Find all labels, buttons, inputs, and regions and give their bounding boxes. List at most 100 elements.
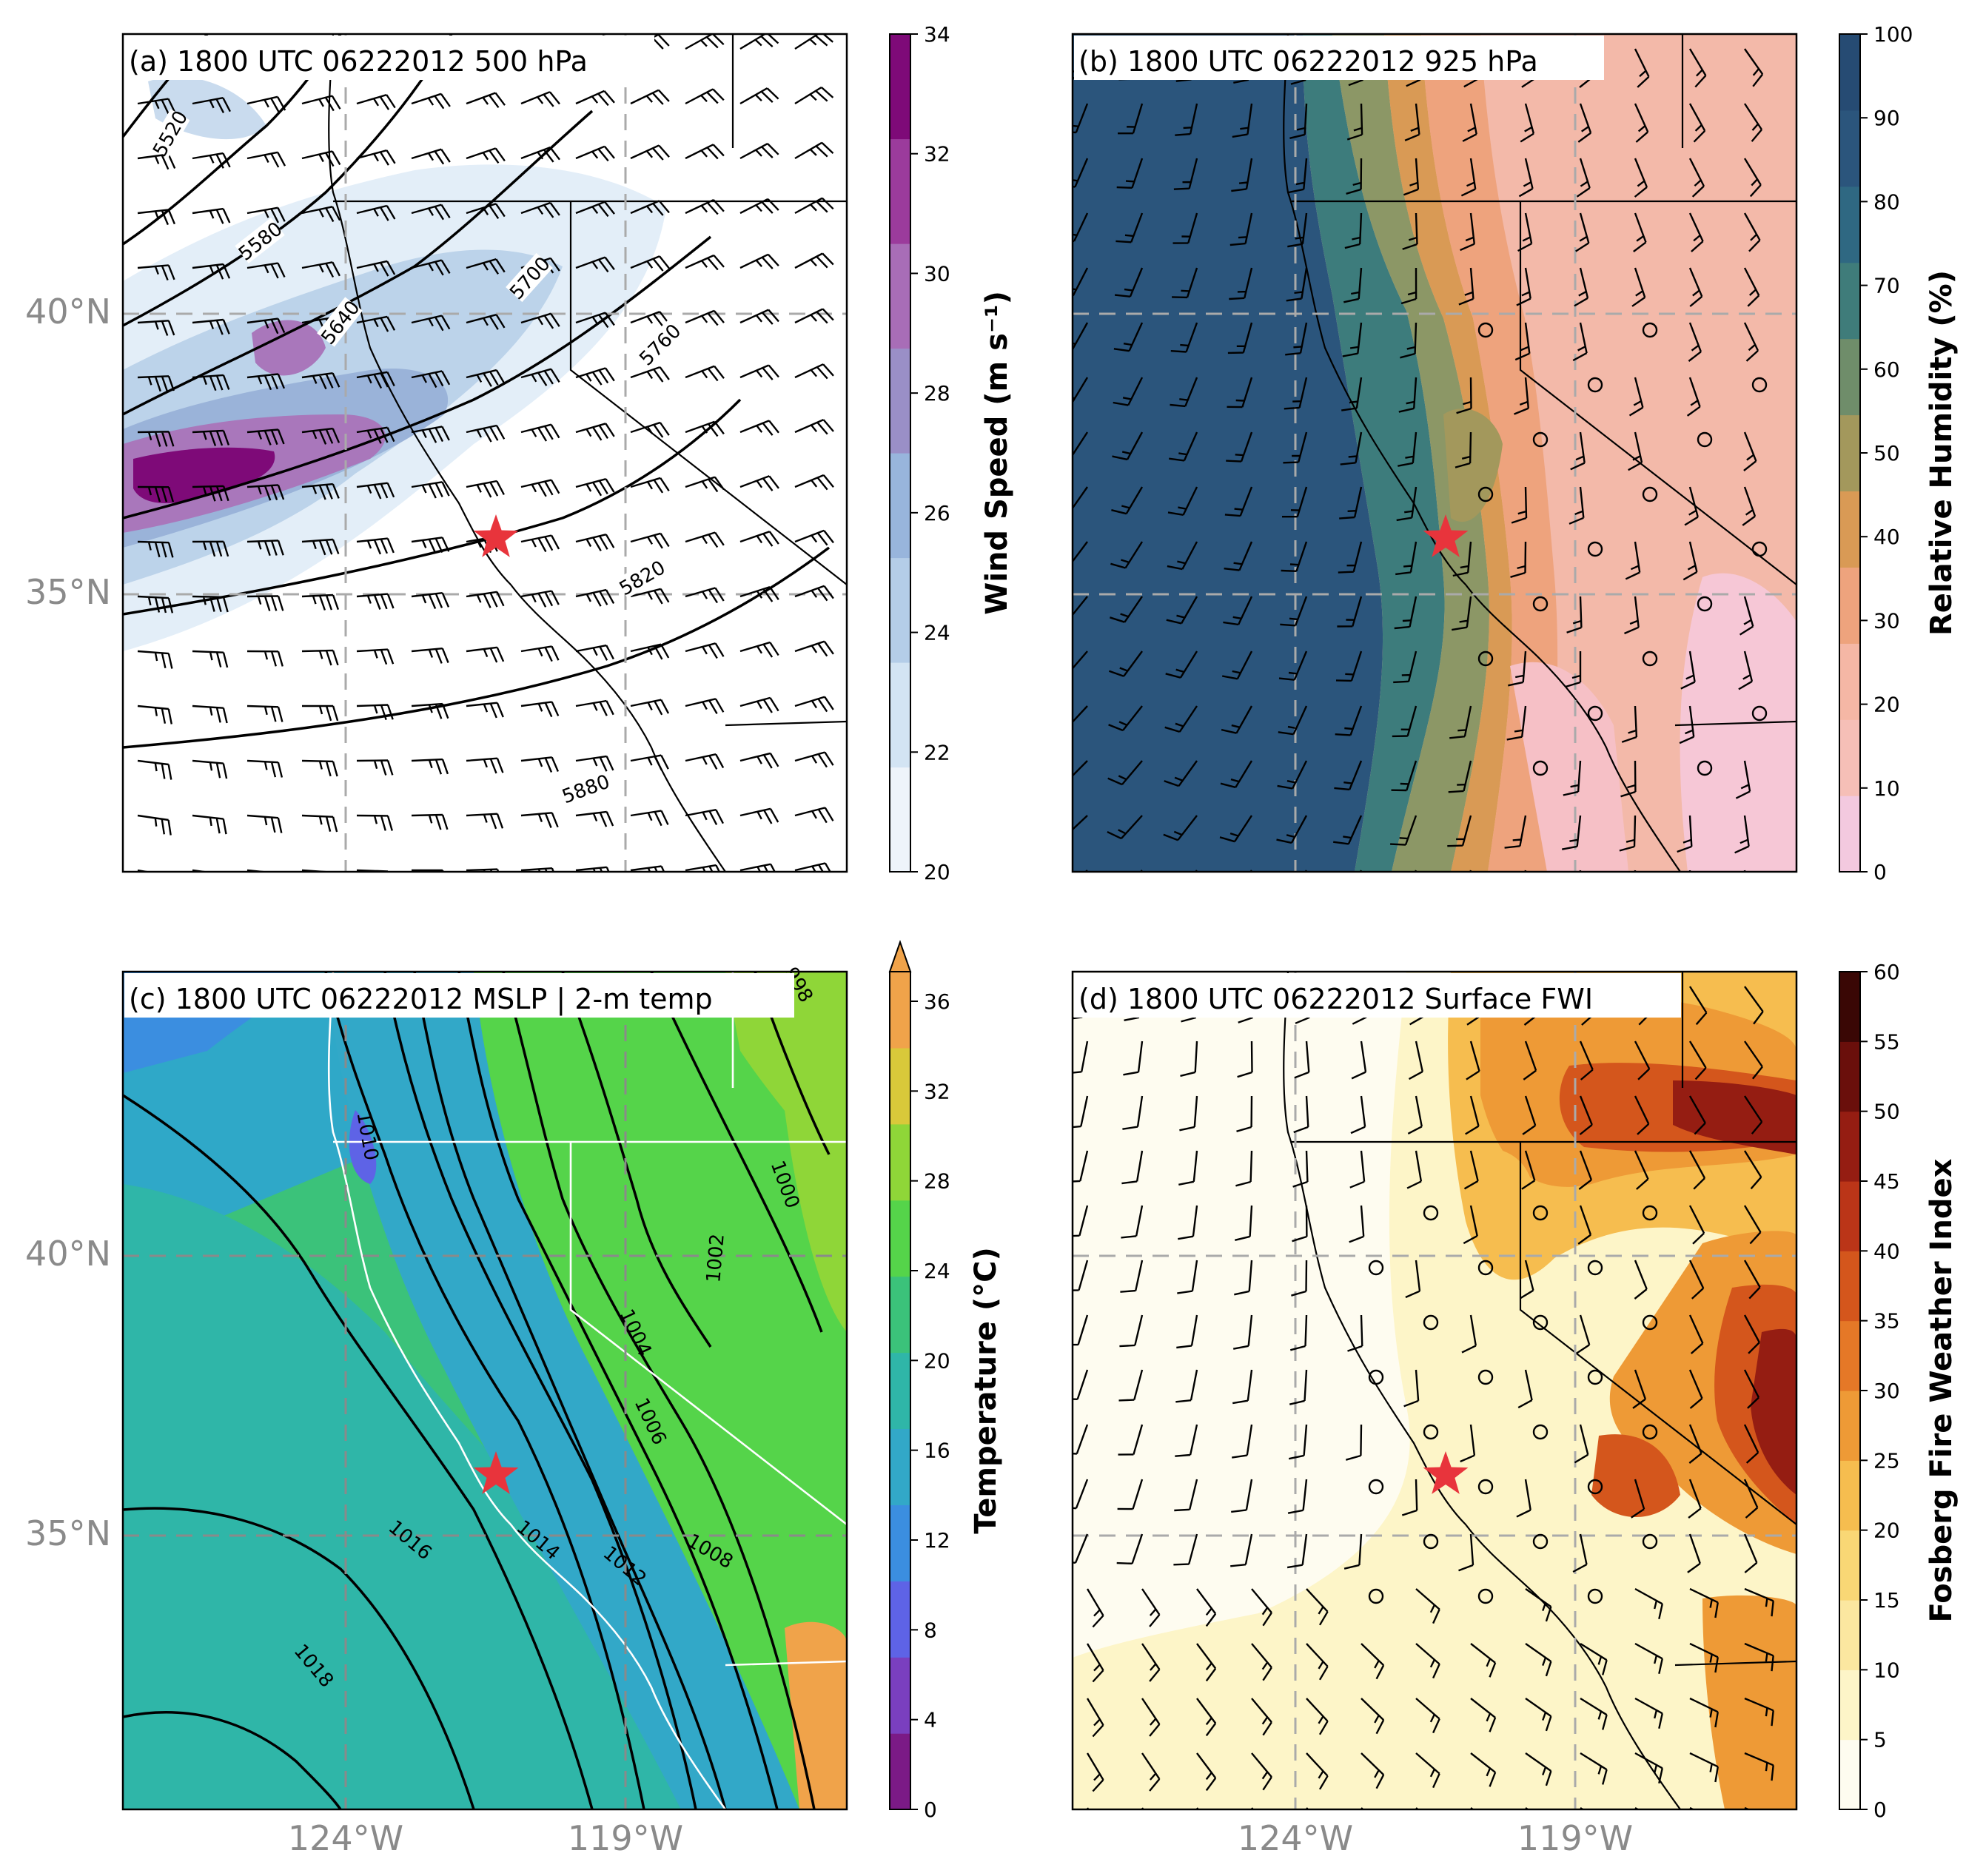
wind-barb (1511, 486, 1528, 524)
wind-barb (630, 699, 670, 716)
colorbar-tick-label: 30 (1873, 1379, 1900, 1403)
wind-barb (1524, 870, 1527, 872)
wind-barb (1634, 1095, 1650, 1135)
colorbar-tick-label: 30 (1873, 608, 1900, 633)
wind-barb (246, 869, 272, 872)
wind-barb (1391, 760, 1418, 792)
calm-wind-circle (1368, 1369, 1384, 1385)
wind-barb (411, 259, 451, 276)
wind-barb (1175, 1424, 1198, 1457)
wind-barb (1743, 1205, 1762, 1245)
wind-barb (685, 531, 725, 548)
wind-barb (1169, 431, 1198, 462)
wind-barb (137, 153, 176, 170)
wind-barb (739, 752, 779, 769)
wind-barb (1688, 1095, 1706, 1135)
wind-barb (1396, 486, 1418, 522)
wind-barb (1743, 1260, 1761, 1300)
wind-barb (1237, 1040, 1253, 1078)
wind-barb (1304, 870, 1308, 872)
wind-barb (1121, 1205, 1144, 1239)
wind-barb (356, 482, 395, 500)
wind-barb (739, 420, 779, 436)
wind-barb (794, 751, 834, 768)
wind-barb (301, 814, 338, 833)
wind-barb (301, 427, 340, 445)
wind-barb (1579, 1095, 1593, 1135)
wind-barb (1164, 760, 1198, 787)
wind-barb (685, 864, 721, 872)
colorbar-swatch (1839, 567, 1860, 644)
wind-barb (1196, 1588, 1217, 1627)
wind-barb (411, 148, 451, 165)
wind-barb (356, 260, 396, 277)
colorbar-tick-label: 0 (924, 1798, 937, 1822)
wind-barb (1086, 1698, 1104, 1738)
wind-barb (192, 318, 230, 335)
wind-barb (1278, 705, 1308, 736)
calm-wind-circle (1477, 322, 1494, 338)
wind-barb (1283, 431, 1308, 464)
wind-barb (1251, 1752, 1272, 1791)
wind-barb (1398, 431, 1418, 467)
wind-barb (1521, 1150, 1536, 1190)
wind-barb (356, 426, 395, 444)
colorbar-tick-label: 20 (924, 860, 950, 884)
colorbar-tick-label: 24 (924, 621, 950, 645)
colorbar-tick-label: 10 (1873, 1658, 1900, 1682)
colorbar-tick-label: 8 (924, 1618, 937, 1642)
colorbar-swatch (1839, 1530, 1860, 1601)
wind-barb (137, 650, 173, 669)
wind-barb (575, 201, 615, 218)
wind-barb (1141, 1752, 1161, 1792)
panel-b: (b) 1800 UTC 06222012 925 hPa 0 10 20 30 40 5… (1071, 22, 1959, 884)
calm-wind-circle (1368, 1260, 1384, 1276)
wind-barb (1743, 1533, 1758, 1573)
wind-barb (1232, 1314, 1253, 1350)
wind-barb (356, 371, 395, 389)
colorbar-swatch (890, 1505, 910, 1581)
wind-barb (1251, 1643, 1272, 1681)
colorbar-swatch (1839, 719, 1860, 796)
wind-barb (1289, 1369, 1308, 1405)
lat-label-40n-c: 40°N (25, 1234, 111, 1274)
wind-barb (520, 867, 554, 872)
wind-barb (246, 206, 286, 223)
wind-barb (794, 252, 834, 269)
wind-barb (1677, 815, 1693, 853)
wind-barb (630, 255, 670, 272)
wind-barb (1743, 1095, 1763, 1134)
wind-barb (1073, 1260, 1089, 1291)
wind-barb (1743, 212, 1761, 252)
wind-barb (575, 312, 615, 329)
wind-barb (575, 478, 615, 497)
wind-barb (1108, 705, 1143, 732)
wind-barb (356, 759, 394, 776)
wind-barb (1634, 1150, 1649, 1190)
wind-barb (739, 475, 779, 491)
wind-barb (192, 429, 230, 446)
wind-barb (246, 814, 283, 833)
colorbar-b-label: Relative Humidity (%) (1925, 270, 1959, 636)
colorbar-tick-label: 16 (924, 1439, 950, 1463)
wind-barb (1466, 1040, 1480, 1080)
wind-barb (1141, 1698, 1161, 1737)
wind-barb (794, 308, 834, 324)
wind-barb (575, 90, 615, 107)
calm-wind-circle (1587, 1369, 1603, 1385)
colorbar-swatch (890, 1428, 910, 1505)
wind-barb (356, 648, 395, 665)
wind-barb (192, 207, 231, 224)
wind-barb (575, 256, 615, 273)
wind-barb (1403, 1369, 1420, 1408)
calm-wind-circle (1587, 1479, 1603, 1495)
panel-b-title: (b) 1800 UTC 06222012 925 hPa (1078, 45, 1538, 78)
colorbar-swatch (890, 138, 910, 244)
wind-barb (1116, 1533, 1144, 1564)
wind-barb (1073, 760, 1088, 777)
wind-barb (1743, 1424, 1759, 1464)
wind-barb (1688, 1260, 1705, 1300)
wind-barb (301, 705, 339, 722)
wind-barb (739, 253, 779, 269)
wind-barb (246, 484, 285, 501)
